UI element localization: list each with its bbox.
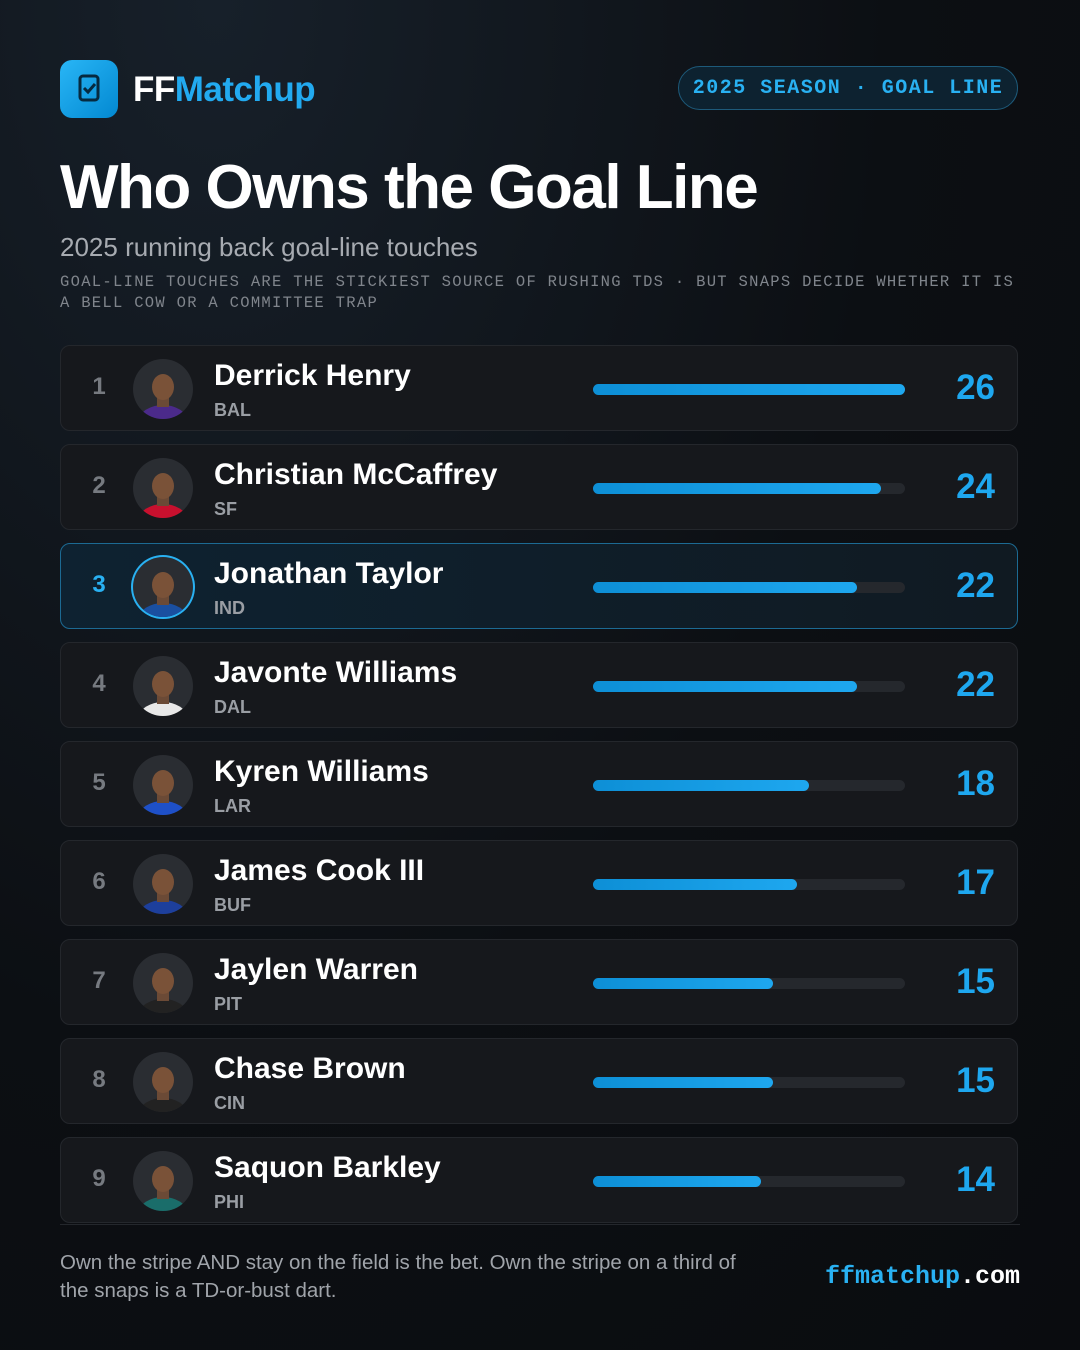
bar-track [593, 384, 905, 395]
team: SF [214, 499, 238, 519]
team: DAL [214, 697, 251, 717]
rank: 6 [92, 868, 106, 895]
avatar-figure [139, 968, 187, 1013]
rank: 9 [92, 1165, 106, 1192]
logo-icon [60, 60, 118, 118]
bar-track [593, 1176, 905, 1187]
team: BUF [214, 895, 251, 915]
value-label: 17 [956, 863, 995, 902]
player-row: 9 Saquon Barkley PHI 14 [60, 1137, 1018, 1223]
avatar-figure [139, 473, 187, 518]
bar [593, 1077, 773, 1088]
bar [593, 1176, 761, 1187]
chart-note: GOAL-LINE TOUCHES ARE THE STICKIEST SOUR… [60, 273, 1015, 312]
player-name: Jonathan Taylor [214, 557, 444, 590]
bar-track [593, 483, 905, 494]
chart-title: Who Owns the Goal Line [60, 153, 759, 222]
value-label: 14 [956, 1160, 995, 1199]
player-row: 2 Christian McCaffrey SF 24 [60, 444, 1018, 530]
value-label: 15 [956, 1061, 995, 1100]
player-name: Chase Brown [214, 1052, 406, 1085]
value-label: 26 [956, 368, 995, 407]
brand: FFMatchup [133, 68, 316, 112]
avatar [133, 755, 193, 815]
avatar-figure [139, 1067, 187, 1112]
player-row: 4 Javonte Williams DAL 22 [60, 642, 1018, 728]
value-label: 24 [956, 467, 995, 506]
brand-prefix: FF [133, 70, 175, 109]
rank: 1 [92, 373, 106, 400]
avatar-figure [139, 770, 187, 815]
bar [593, 978, 773, 989]
avatar [133, 656, 193, 716]
player-row: 7 Jaylen Warren PIT 15 [60, 939, 1018, 1025]
rank: 3 [92, 571, 106, 598]
value-label: 22 [956, 665, 995, 704]
team: PHI [214, 1192, 245, 1212]
player-name: Javonte Williams [214, 656, 458, 689]
bar-track [593, 879, 905, 890]
avatar-figure [139, 374, 187, 419]
bar-track [593, 978, 905, 989]
avatar [133, 557, 193, 617]
bar [593, 384, 905, 395]
bar-track [593, 681, 905, 692]
team: CIN [214, 1093, 245, 1113]
rank: 4 [92, 670, 106, 697]
value-label: 18 [956, 764, 995, 803]
avatar [133, 1052, 193, 1112]
team: PIT [214, 994, 243, 1014]
separator [60, 1224, 1020, 1225]
player-name: Saquon Barkley [214, 1151, 441, 1184]
avatar [133, 458, 193, 518]
website: ffmatchup.com [825, 1262, 1020, 1291]
player-name: Kyren Williams [214, 755, 429, 788]
bar [593, 582, 857, 593]
brand-suffix: Matchup [174, 70, 316, 109]
avatar-figure [139, 869, 187, 914]
avatar [133, 359, 193, 419]
bar [593, 879, 797, 890]
rank: 2 [92, 472, 106, 499]
rank: 8 [92, 1066, 106, 1093]
value-label: 22 [956, 566, 995, 605]
team: IND [214, 598, 245, 618]
bar [593, 681, 857, 692]
bar [593, 780, 809, 791]
bar [593, 483, 881, 494]
season-badge: 2025 SEASON · GOAL LINE [678, 66, 1018, 110]
player-row: 3 Jonathan Taylor IND 22 [60, 543, 1018, 629]
player-row: 6 James Cook III BUF 17 [60, 840, 1018, 926]
player-name: James Cook III [214, 854, 425, 887]
player-row: 8 Chase Brown CIN 15 [60, 1038, 1018, 1124]
player-name: Christian McCaffrey [214, 458, 498, 491]
team: BAL [214, 400, 251, 420]
player-name: Jaylen Warren [214, 953, 418, 986]
avatar [133, 854, 193, 914]
bar-track [593, 780, 905, 791]
site-prefix: ffmatchup [824, 1262, 960, 1291]
bar-track [593, 1077, 905, 1088]
avatar-figure [139, 572, 187, 617]
site-suffix: .com [959, 1262, 1020, 1291]
team: LAR [214, 796, 251, 816]
player-name: Derrick Henry [214, 359, 411, 392]
avatar [133, 953, 193, 1013]
player-row: 1 Derrick Henry BAL 26 [60, 345, 1018, 431]
logo-glyph [78, 74, 100, 102]
avatar-figure [139, 671, 187, 716]
bar-track [593, 582, 905, 593]
footer-text: Own the stripe AND stay on the field is … [60, 1251, 736, 1302]
avatar [133, 1151, 193, 1211]
rank: 5 [92, 769, 106, 796]
player-row: 5 Kyren Williams LAR 18 [60, 741, 1018, 827]
value-label: 15 [956, 962, 995, 1001]
avatar-figure [139, 1166, 187, 1211]
rank: 7 [92, 967, 106, 994]
chart-subtitle: 2025 running back goal-line touches [60, 232, 478, 262]
